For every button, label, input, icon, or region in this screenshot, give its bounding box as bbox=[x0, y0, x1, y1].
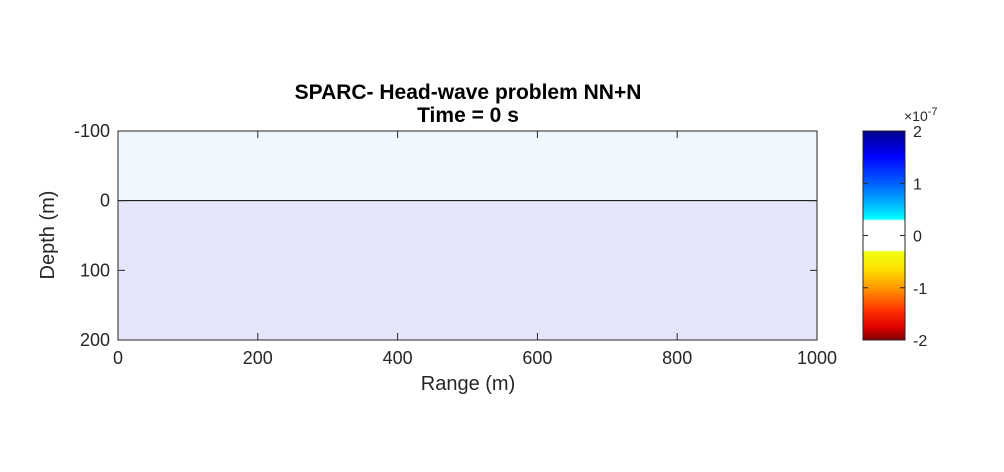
chart-title: SPARC- Head-wave problem NN+N bbox=[295, 81, 642, 104]
axes-box bbox=[117, 130, 818, 341]
x-axis-label: Range (m) bbox=[421, 373, 515, 395]
colorbar: 2 1 0 -1 -2 bbox=[862, 124, 927, 350]
y-tick-label: -100 bbox=[74, 121, 110, 141]
y-tick-label: 0 bbox=[100, 191, 110, 211]
y-axis-label: Depth (m) bbox=[37, 191, 59, 280]
x-tick-label: 800 bbox=[662, 348, 692, 368]
chart-subtitle: Time = 0 s bbox=[417, 104, 519, 127]
colorbar-multiplier: ×10-7 bbox=[904, 106, 938, 124]
x-tick-label: 0 bbox=[113, 348, 123, 368]
x-tick-label: 600 bbox=[522, 348, 552, 368]
layer-1 bbox=[118, 200, 817, 340]
colorbar-tick-label: 1 bbox=[913, 176, 922, 193]
colorbar-tick-label: 2 bbox=[913, 124, 922, 141]
x-tick-label: 400 bbox=[383, 348, 413, 368]
x-tick-label: 1000 bbox=[797, 348, 837, 368]
colorbar-tick-label: -1 bbox=[913, 281, 927, 298]
layer-0 bbox=[118, 131, 817, 201]
colorbar-tick-label: 0 bbox=[913, 229, 922, 246]
y-tick-label: 200 bbox=[80, 330, 110, 350]
y-tick-label: 100 bbox=[80, 260, 110, 280]
colorbar-gradient bbox=[862, 130, 906, 341]
colorbar-tick-label: -2 bbox=[913, 333, 927, 350]
x-tick-label: 200 bbox=[243, 348, 273, 368]
